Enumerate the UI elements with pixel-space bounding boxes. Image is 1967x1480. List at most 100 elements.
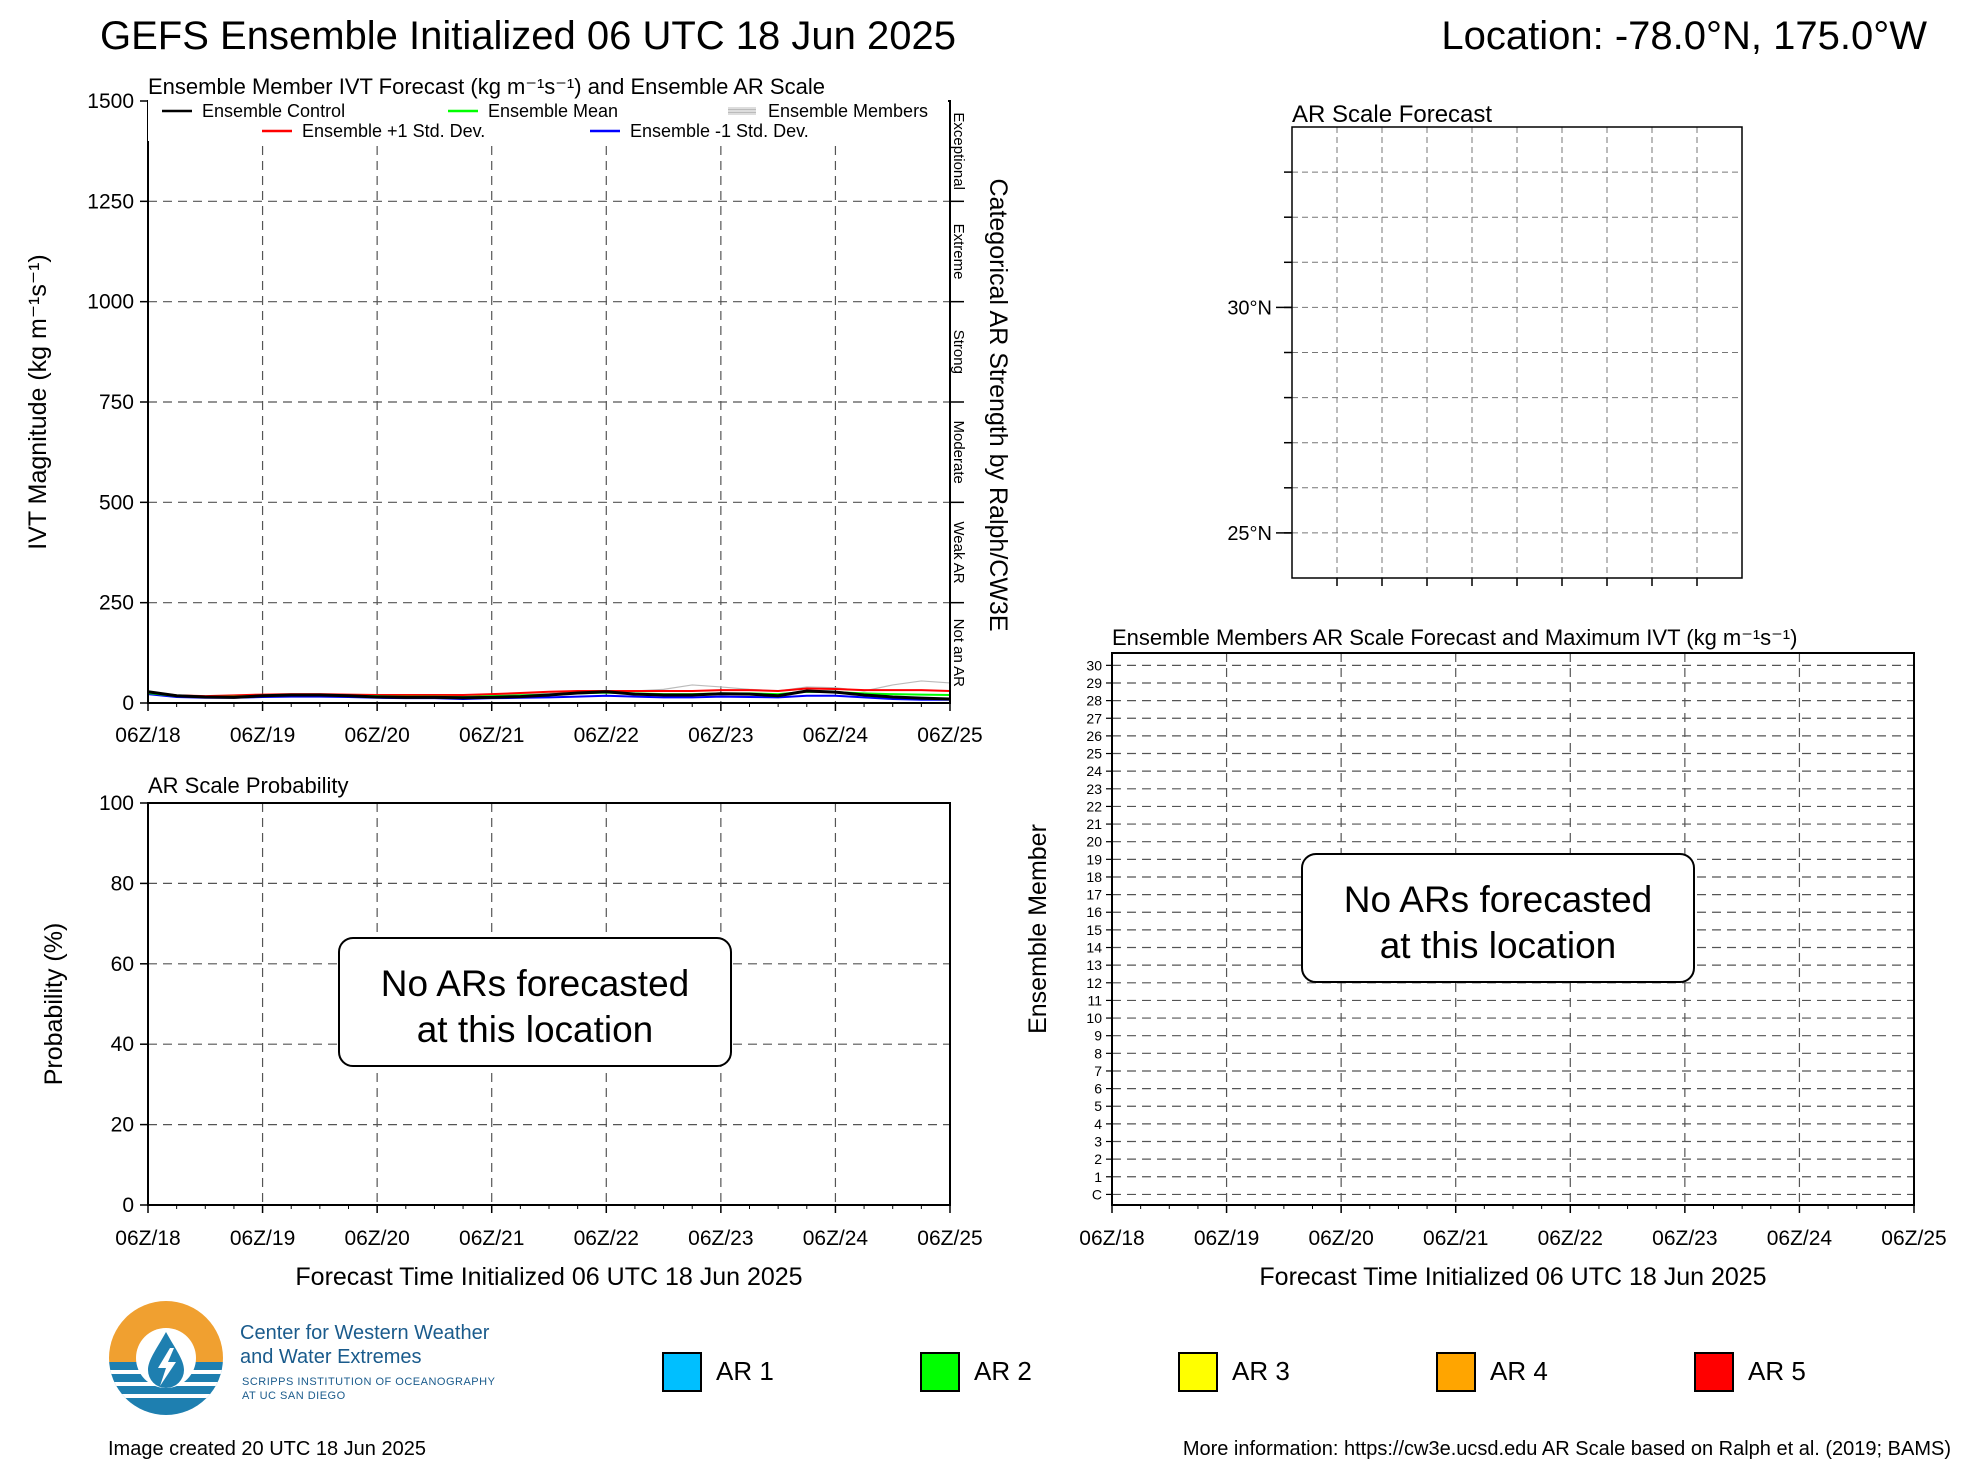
map-lat-label: 30°N — [1227, 297, 1272, 319]
members-xtick-label: 06Z/20 — [1308, 1227, 1373, 1250]
members-row-label: 6 — [1094, 1081, 1102, 1097]
prob-x-axis-label: Forecast Time Initialized 06 UTC 18 Jun … — [295, 1263, 802, 1291]
ivt-legend-label: Ensemble +1 Std. Dev. — [302, 121, 485, 141]
ivt-y-axis-label: IVT Magnitude (kg m⁻¹s⁻¹) — [24, 254, 52, 549]
members-row-label: 21 — [1086, 816, 1102, 832]
ar4-label: AR 4 — [1490, 1356, 1548, 1386]
members-xtick-label: 06Z/23 — [1652, 1227, 1717, 1250]
ivt-category-label: Moderate — [950, 420, 967, 483]
members-no-ar-line1: No ARs forecasted — [1344, 879, 1652, 920]
members-row-label: 12 — [1086, 975, 1102, 991]
members-row-label: 25 — [1086, 746, 1102, 762]
members-xtick-label: 06Z/22 — [1538, 1227, 1603, 1250]
members-row-label: 29 — [1086, 675, 1102, 691]
logo-subtitle-line2: AT UC SAN DIEGO — [242, 1390, 346, 1402]
members-row-label: 16 — [1086, 904, 1102, 920]
prob-y-axis-label: Probability (%) — [40, 923, 68, 1086]
members-no-ar-box — [1301, 853, 1695, 983]
footer-created: Image created 20 UTC 18 Jun 2025 — [108, 1438, 426, 1460]
prob-ytick-label: 40 — [111, 1033, 134, 1056]
ivt-category-label: Strong — [950, 330, 967, 374]
members-row-label: 11 — [1087, 992, 1102, 1008]
ar4-swatch — [1436, 1352, 1476, 1392]
prob-xtick-label: 06Z/24 — [803, 1227, 869, 1250]
ivt-ytick-label: 0 — [122, 692, 134, 715]
prob-xtick-label: 06Z/22 — [574, 1227, 639, 1250]
ivt-xtick-label: 06Z/19 — [230, 724, 295, 747]
prob-xtick-label: 06Z/25 — [917, 1227, 982, 1250]
map-frame — [1291, 126, 1743, 579]
members-y-axis-label: Ensemble Member — [1024, 824, 1052, 1034]
members-chart-title: Ensemble Members AR Scale Forecast and M… — [1112, 625, 1797, 650]
ivt-xtick-label: 06Z/22 — [574, 724, 639, 747]
ivt-chart-title: Ensemble Member IVT Forecast (kg m⁻¹s⁻¹)… — [148, 74, 825, 99]
logo-title-line1: Center for Western Weather — [240, 1322, 490, 1344]
ivt-ytick-label: 750 — [99, 391, 134, 414]
footer-info: More information: https://cw3e.ucsd.edu … — [1182, 1438, 1951, 1460]
members-row-label: 10 — [1086, 1010, 1102, 1026]
members-row-label: 4 — [1094, 1116, 1102, 1132]
members-xtick-label: 06Z/25 — [1881, 1227, 1946, 1250]
ivt-category-label: Extreme — [950, 224, 967, 280]
members-row-label: 18 — [1086, 869, 1102, 885]
prob-no-ar-line1: No ARs forecasted — [381, 963, 689, 1004]
prob-xtick-label: 06Z/23 — [688, 1227, 753, 1250]
members-xtick-label: 06Z/18 — [1079, 1227, 1144, 1250]
main-title: GEFS Ensemble Initialized 06 UTC 18 Jun … — [100, 14, 956, 58]
members-row-label: 24 — [1086, 763, 1102, 779]
ar2-swatch — [920, 1352, 960, 1392]
prob-no-ar-box — [338, 937, 732, 1067]
ivt-xtick-label: 06Z/18 — [115, 724, 180, 747]
ar2-label: AR 2 — [974, 1356, 1032, 1386]
ivt-legend-label: Ensemble Control — [202, 101, 345, 121]
members-xtick-label: 06Z/21 — [1423, 1227, 1488, 1250]
prob-xtick-label: 06Z/18 — [115, 1227, 180, 1250]
logo-title-line2: and Water Extremes — [240, 1346, 422, 1368]
members-row-label: 15 — [1086, 922, 1102, 938]
ivt-xtick-label: 06Z/23 — [688, 724, 753, 747]
ivt-ytick-label: 1500 — [87, 90, 134, 113]
ivt-ytick-label: 1250 — [87, 190, 134, 213]
ar3-swatch — [1178, 1352, 1218, 1392]
members-row-label: 22 — [1086, 798, 1102, 814]
members-row-label: 20 — [1086, 834, 1102, 850]
members-row-label: 30 — [1086, 657, 1102, 673]
map-lat-label: 25°N — [1227, 523, 1272, 545]
ivt-right-axis-label: Categorical AR Strength by Ralph/CW3E — [984, 179, 1012, 632]
ar3-label: AR 3 — [1232, 1356, 1290, 1386]
ivt-series-line — [147, 689, 951, 701]
members-row-label: 2 — [1094, 1151, 1102, 1167]
ivt-ytick-label: 1000 — [87, 291, 134, 314]
map-title: AR Scale Forecast — [1292, 101, 1492, 128]
members-x-axis-label: Forecast Time Initialized 06 UTC 18 Jun … — [1259, 1263, 1766, 1291]
members-row-label: 17 — [1086, 887, 1102, 903]
ivt-legend-label: Ensemble Members — [768, 101, 928, 121]
members-row-label: 8 — [1094, 1045, 1102, 1061]
prob-ytick-label: 100 — [99, 792, 134, 815]
cw3e-logo-icon — [109, 1301, 223, 1415]
ivt-xtick-label: 06Z/20 — [344, 724, 409, 747]
ar1-swatch — [662, 1352, 702, 1392]
prob-ytick-label: 60 — [111, 953, 134, 976]
members-row-label: 7 — [1094, 1063, 1102, 1079]
prob-xtick-label: 06Z/21 — [459, 1227, 524, 1250]
members-row-label: 1 — [1094, 1169, 1102, 1185]
members-xtick-label: 06Z/19 — [1194, 1227, 1259, 1250]
prob-xtick-label: 06Z/20 — [344, 1227, 409, 1250]
members-row-label: 5 — [1094, 1098, 1102, 1114]
ar5-label: AR 5 — [1748, 1356, 1806, 1386]
ivt-legend-label: Ensemble -1 Std. Dev. — [630, 121, 809, 141]
members-xtick-label: 06Z/24 — [1767, 1227, 1833, 1250]
ivt-xtick-label: 06Z/24 — [803, 724, 869, 747]
ivt-legend-label: Ensemble Mean — [488, 101, 618, 121]
members-no-ar-line2: at this location — [1380, 925, 1617, 966]
ivt-category-label: Weak AR — [950, 521, 967, 583]
ivt-xtick-label: 06Z/21 — [459, 724, 524, 747]
members-row-label: 28 — [1086, 693, 1102, 709]
prob-ytick-label: 80 — [111, 872, 134, 895]
ar5-swatch — [1694, 1352, 1734, 1392]
prob-ytick-label: 20 — [111, 1114, 134, 1137]
prob-chart-title: AR Scale Probability — [148, 773, 349, 798]
members-row-label: C — [1092, 1186, 1102, 1202]
